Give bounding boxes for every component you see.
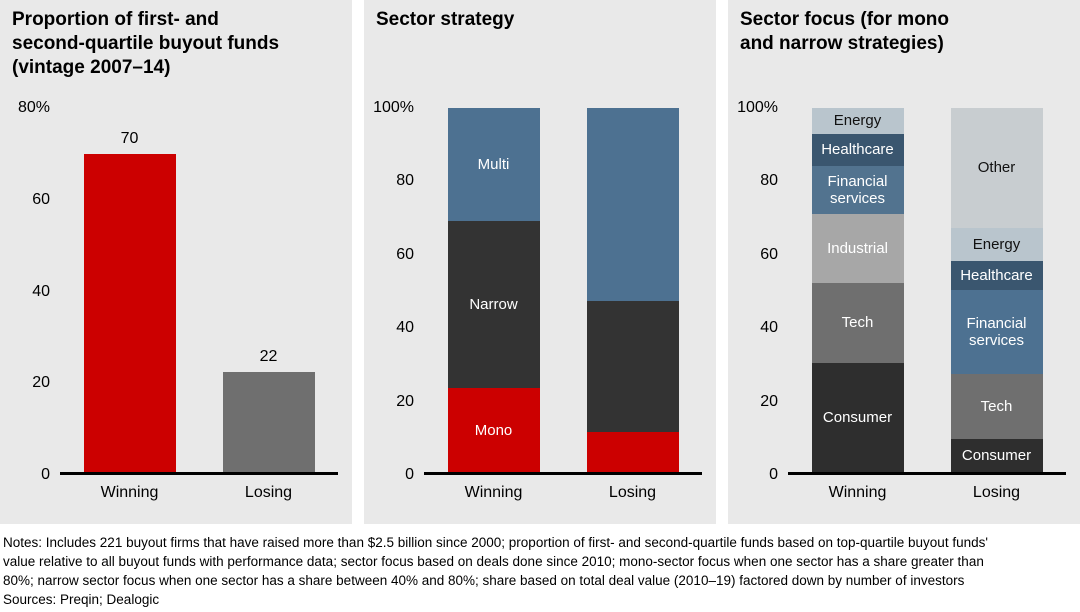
segment-financial-services: Financial services bbox=[811, 166, 904, 214]
segment-tech: Tech bbox=[811, 282, 904, 363]
segment-narrow: Narrow bbox=[447, 220, 540, 389]
segment-other: Other bbox=[950, 108, 1043, 229]
data-label: 22 bbox=[259, 347, 278, 365]
note-line: value relative to all buyout funds with … bbox=[3, 554, 984, 569]
segment-label: Financial services bbox=[966, 314, 1027, 349]
data-label: 70 bbox=[120, 129, 139, 147]
segment-consumer: Consumer bbox=[950, 439, 1043, 472]
segment-label: Energy bbox=[833, 112, 882, 130]
bar-slot-losing bbox=[563, 108, 702, 472]
footnotes: Notes: Includes 221 buyout firms that ha… bbox=[3, 533, 1076, 609]
y-tick-label: 60 bbox=[32, 190, 50, 208]
note-line: 80%; narrow sector focus when one sector… bbox=[3, 573, 965, 588]
bar-losing bbox=[222, 371, 315, 472]
segment-label: Tech bbox=[980, 397, 1013, 415]
y-tick-label: 40 bbox=[396, 319, 414, 337]
y-tick-label: 100% bbox=[737, 99, 778, 116]
segment-label: Mono bbox=[474, 421, 513, 439]
stacked-bar-losing: Consumer Tech Financial services Healthcare… bbox=[950, 108, 1043, 472]
y-tick-label: 80% bbox=[17, 99, 50, 116]
chart-title: Sector strategy bbox=[376, 9, 515, 30]
x-axis-labels: Winning Losing bbox=[60, 484, 338, 502]
category-label-winning: Winning bbox=[464, 484, 523, 501]
note-line: Notes: Includes 221 buyout firms that ha… bbox=[3, 535, 988, 550]
category-label-losing: Losing bbox=[608, 484, 657, 501]
segment-label: Energy bbox=[972, 235, 1021, 253]
segment-label: Consumer bbox=[961, 447, 1032, 464]
segment-energy: Energy bbox=[950, 228, 1043, 261]
chart-title: Proportion of first- and second-quartile… bbox=[12, 9, 280, 78]
stacked-bar-winning: Mono Narrow Multi bbox=[447, 108, 540, 472]
y-axis: 0 20 40 60 80 100% bbox=[737, 99, 782, 483]
bar-slot-winning: Consumer Tech Industrial Financial services… bbox=[788, 108, 927, 472]
segment-consumer: Consumer bbox=[811, 362, 904, 472]
segment-unlabeled bbox=[586, 300, 679, 432]
y-tick-label: 0 bbox=[405, 466, 414, 483]
segment-mono: Mono bbox=[447, 388, 540, 472]
segment-financial-services: Financial services bbox=[950, 290, 1043, 374]
y-tick-label: 80 bbox=[760, 172, 778, 190]
bar-slot-losing: Consumer Tech Financial services Healthcare… bbox=[927, 108, 1066, 472]
category-label-losing: Losing bbox=[244, 484, 293, 501]
bar-chart-quartile-funds: 0 20 40 60 80% 70 22 Winning Losing bbox=[10, 99, 338, 518]
stacked-bar-winning: Consumer Tech Industrial Financial services… bbox=[811, 108, 904, 472]
plot-area: Consumer Tech Industrial Financial services… bbox=[788, 108, 1066, 475]
y-tick-label: 40 bbox=[760, 319, 778, 337]
segment-label: Healthcare bbox=[960, 266, 1033, 284]
stacked-bar-losing bbox=[586, 108, 679, 472]
bar-winning bbox=[83, 153, 176, 472]
y-tick-label: 0 bbox=[41, 466, 50, 483]
segment-unlabeled bbox=[586, 431, 679, 472]
segment-healthcare: Healthcare bbox=[950, 260, 1043, 291]
segment-energy: Energy bbox=[811, 108, 904, 134]
y-axis: 0 20 40 60 80% bbox=[10, 99, 54, 483]
bar-slot-losing: 22 bbox=[199, 108, 338, 472]
charts-row: Proportion of first- and second-quartile… bbox=[0, 0, 1080, 524]
y-tick-label: 80 bbox=[396, 172, 414, 190]
y-tick-label: 20 bbox=[396, 392, 414, 410]
y-tick-label: 20 bbox=[32, 374, 50, 392]
x-axis-labels: Winning Losing bbox=[424, 484, 702, 502]
x-axis-labels: Winning Losing bbox=[788, 484, 1066, 502]
stacked-chart-sector-focus: 0 20 40 60 80 100% Consumer Tech Industrial Finan… bbox=[737, 99, 1066, 518]
y-axis: 0 20 40 60 80 100% bbox=[373, 99, 418, 483]
segment-label: Narrow bbox=[469, 295, 518, 313]
segment-industrial: Industrial bbox=[811, 213, 904, 283]
segment-label: Multi bbox=[477, 155, 510, 173]
plot-area: 70 22 bbox=[60, 108, 338, 475]
segment-multi: Multi bbox=[447, 108, 540, 221]
y-tick-label: 0 bbox=[769, 466, 778, 483]
segment-label: Tech bbox=[841, 314, 874, 332]
panel-sector-strategy: Sector strategy 0 20 40 60 80 100% Mono Narrow M… bbox=[364, 0, 716, 524]
segment-label: Consumer bbox=[822, 408, 893, 426]
y-tick-label: 40 bbox=[32, 282, 50, 300]
y-tick-label: 100% bbox=[373, 99, 414, 116]
bar-slot-winning: 70 bbox=[60, 108, 199, 472]
panel-sector-focus: Sector focus (for mono and narrow strate… bbox=[728, 0, 1080, 524]
category-label-winning: Winning bbox=[828, 484, 887, 501]
y-tick-label: 60 bbox=[396, 245, 414, 263]
segment-tech: Tech bbox=[950, 373, 1043, 440]
chart-title: Sector focus (for mono and narrow strate… bbox=[740, 9, 950, 54]
category-label-winning: Winning bbox=[100, 484, 159, 501]
y-tick-label: 60 bbox=[760, 245, 778, 263]
segment-healthcare: Healthcare bbox=[811, 133, 904, 167]
y-tick-label: 20 bbox=[760, 392, 778, 410]
category-label-losing: Losing bbox=[972, 484, 1021, 501]
stacked-chart-sector-strategy: 0 20 40 60 80 100% Mono Narrow Multi Winning Losin… bbox=[373, 99, 702, 518]
segment-unlabeled bbox=[586, 108, 679, 301]
bar-slot-winning: Mono Narrow Multi bbox=[424, 108, 563, 472]
segment-label: Other bbox=[977, 159, 1016, 177]
segment-label: Financial services bbox=[827, 172, 888, 207]
panel-quartile-funds: Proportion of first- and second-quartile… bbox=[0, 0, 352, 524]
plot-area: Mono Narrow Multi bbox=[424, 108, 702, 475]
segment-label: Industrial bbox=[827, 239, 888, 257]
segment-label: Healthcare bbox=[821, 141, 894, 159]
sources-line: Sources: Preqin; Dealogic bbox=[3, 592, 160, 607]
